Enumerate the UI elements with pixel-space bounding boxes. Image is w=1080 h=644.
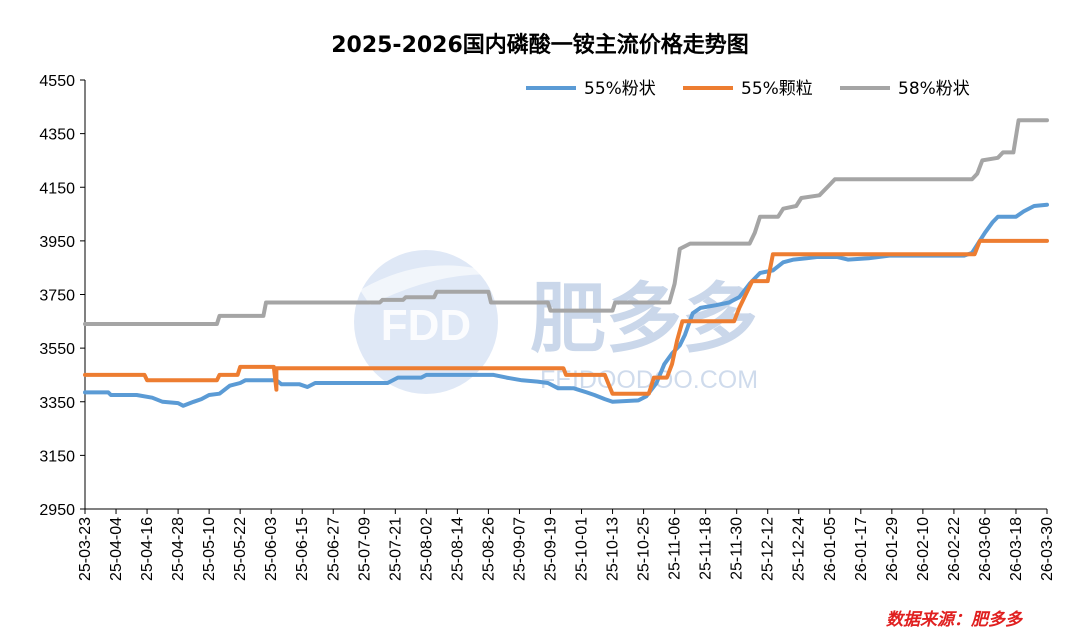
x-tick-label: 26-03-30 [1039,517,1056,581]
x-tick-label: 25-07-09 [356,517,373,581]
x-tick-label: 26-03-18 [1008,517,1025,581]
legend-label-3: 58%粉状 [898,79,970,99]
y-tick-label: 3950 [39,234,75,251]
x-tick-label: 25-03-23 [77,517,94,581]
x-tick-label: 25-12-24 [791,517,808,581]
x-tick-label: 25-04-16 [139,517,156,581]
x-tick-label: 25-08-02 [418,517,435,581]
y-tick-label: 4350 [39,127,75,144]
x-tick-label: 25-09-07 [511,517,528,581]
y-tick-label: 3550 [39,341,75,358]
legend-label-1: 55%粉状 [584,79,656,99]
watermark-logo-text: FDD [381,301,471,350]
x-tick-label: 25-10-13 [605,517,622,581]
x-tick-label: 25-08-14 [449,517,466,581]
y-tick-label: 3750 [39,288,75,305]
x-tick-label: 25-06-27 [325,517,342,581]
x-tick-label: 26-01-05 [822,517,839,581]
x-tick-label: 25-05-22 [232,517,249,581]
x-axis-ticks: 25-03-23 25-04-04 25-04-16 25-04-28 25-05-10… [77,509,1056,581]
y-tick-label: 4550 [39,73,75,90]
x-tick-label: 25-08-26 [480,517,497,581]
series-lines [83,118,1049,408]
x-tick-label: 25-12-12 [760,517,777,581]
y-tick-label: 4150 [39,180,75,197]
x-tick-label: 25-04-28 [170,517,187,581]
x-tick-label: 26-02-22 [946,517,963,581]
source-note: 数据来源：肥多多 [886,610,1024,630]
y-axis-ticks: 2950 3150 3350 3550 3750 3950 4150 4350 4550 [39,73,85,519]
series-line-1 [83,202,1049,408]
x-tick-label: 25-11-06 [667,517,684,580]
y-tick-label: 2950 [39,502,75,519]
x-tick-label: 26-01-17 [853,517,870,581]
chart-title: 2025-2026国内磷酸一铵主流价格走势图 [331,32,749,58]
x-tick-label: 25-04-04 [108,517,125,581]
series-line-3 [83,118,1049,326]
x-tick-label: 25-11-30 [729,517,746,580]
series-line-2 [83,238,1049,396]
x-tick-label: 25-07-21 [387,517,404,581]
x-tick-label: 26-01-29 [884,517,901,581]
x-tick-label: 26-02-10 [915,517,932,581]
x-tick-label: 25-10-25 [636,517,653,581]
x-tick-label: 25-06-15 [294,517,311,581]
x-tick-label: 25-09-19 [542,517,559,581]
y-tick-label: 3350 [39,395,75,412]
legend: 55%粉状 55%颗粒 58%粉状 [526,79,970,99]
x-tick-label: 25-06-03 [263,517,280,581]
y-tick-label: 3150 [39,448,75,465]
watermark-brand: 肥多多 [530,274,758,363]
x-tick-label: 25-11-18 [698,517,715,580]
x-tick-label: 25-10-01 [574,517,591,581]
x-tick-label: 26-03-06 [977,517,994,581]
x-tick-label: 25-05-10 [201,517,218,581]
legend-label-2: 55%颗粒 [741,79,813,99]
watermark-logo-swoosh [360,265,500,305]
